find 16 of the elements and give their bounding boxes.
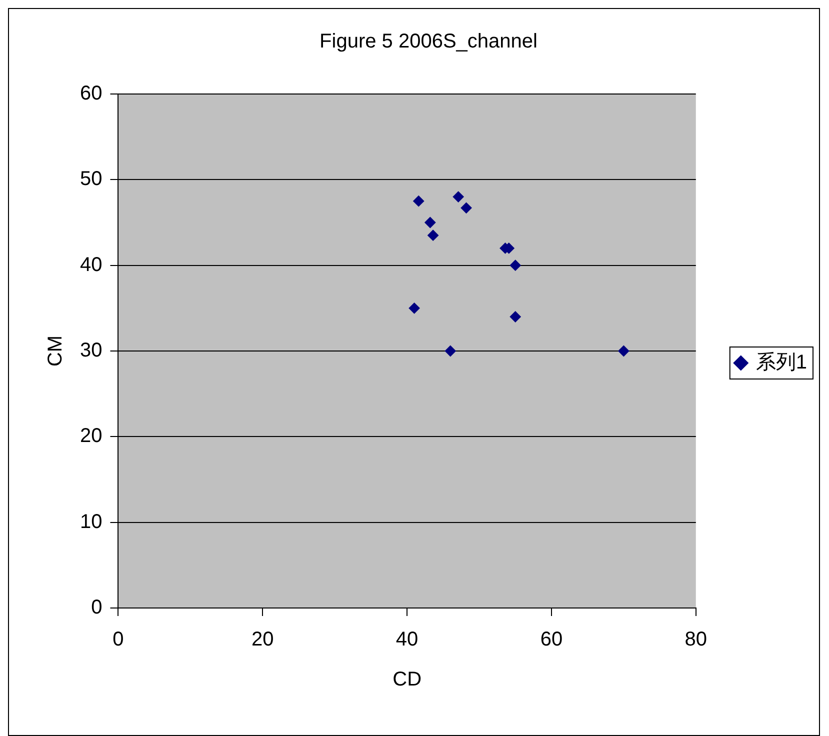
x-tick-label: 60 — [540, 628, 563, 651]
chart-title: Figure 5 2006S_channel — [320, 30, 538, 53]
y-tick-label: 0 — [91, 596, 102, 619]
x-tick-label: 80 — [684, 628, 707, 651]
y-tick-label: 10 — [80, 510, 102, 533]
x-tick-label: 0 — [112, 628, 124, 651]
y-tick-label: 20 — [80, 425, 102, 448]
x-axis-title: CD — [392, 668, 422, 691]
y-tick-label: 60 — [80, 82, 102, 105]
y-axis-title: CM — [44, 335, 67, 367]
x-tick-label: 20 — [252, 628, 274, 651]
legend-label: 系列1 — [756, 352, 807, 374]
y-tick-label: 30 — [80, 340, 102, 362]
y-tick-label: 50 — [80, 168, 102, 190]
y-tick-label: 40 — [80, 254, 102, 276]
x-tick-label: 40 — [396, 628, 418, 651]
